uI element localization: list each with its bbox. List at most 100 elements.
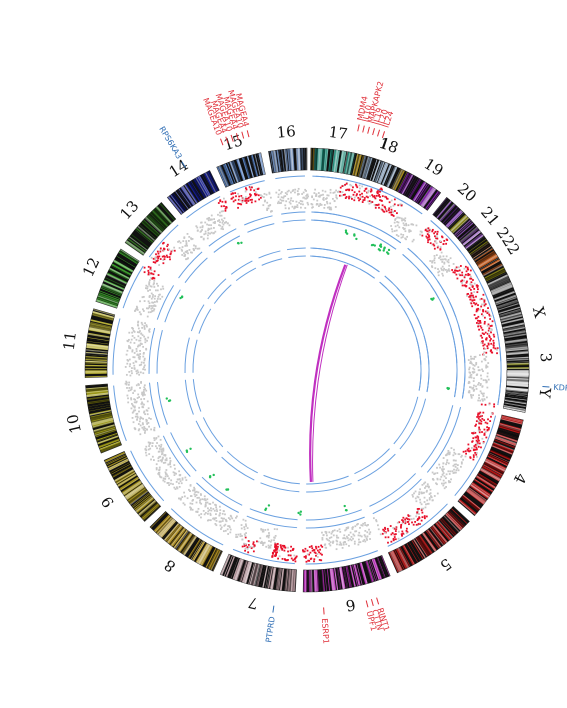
cnv-point xyxy=(455,471,457,474)
cytoband xyxy=(367,560,376,582)
cytoband xyxy=(301,148,304,171)
cnv-point xyxy=(409,514,412,517)
cytoband xyxy=(173,191,189,211)
cytoband xyxy=(130,490,149,506)
cytoband xyxy=(330,568,336,591)
cytoband xyxy=(184,184,198,204)
cnv-point xyxy=(479,390,482,393)
cnv-point xyxy=(302,203,304,206)
cytoband xyxy=(436,200,452,219)
cnv-point xyxy=(365,187,368,190)
cytoband xyxy=(246,562,255,585)
cnv-point xyxy=(244,549,246,552)
track-axis xyxy=(258,250,281,259)
cytoband xyxy=(170,194,185,213)
cytoband xyxy=(433,197,449,216)
cnv-point xyxy=(429,260,432,262)
cnv-point xyxy=(262,528,264,531)
cytoband xyxy=(506,382,529,385)
cytoband xyxy=(137,498,155,514)
cnv-point xyxy=(221,520,224,522)
cnv-point xyxy=(420,230,423,233)
cnv-point xyxy=(443,239,446,242)
cnv-point xyxy=(348,189,351,192)
cytoband xyxy=(126,487,146,501)
cytoband xyxy=(506,348,529,352)
cnv-point xyxy=(442,472,445,474)
cnv-point xyxy=(253,193,256,195)
cytoband xyxy=(97,296,119,305)
cytoband xyxy=(223,163,233,185)
cnv-point xyxy=(273,549,276,552)
chromosome-label: 7 xyxy=(247,593,260,613)
cnv-point xyxy=(478,442,481,445)
cytoband xyxy=(319,569,324,592)
cytoband xyxy=(248,563,256,585)
cnv-point xyxy=(467,274,470,277)
track-axis xyxy=(420,405,454,468)
cnv-point xyxy=(189,484,192,487)
cnv-point xyxy=(391,230,394,233)
cnv-point xyxy=(473,358,475,360)
cnv-point xyxy=(441,469,444,472)
cnv-point xyxy=(162,449,165,452)
cnv-point xyxy=(199,498,202,501)
cnv-point xyxy=(493,405,496,408)
cytoband xyxy=(312,148,315,171)
cytoband xyxy=(269,150,275,173)
cytoband xyxy=(160,202,176,220)
cytoband xyxy=(402,175,415,196)
cnv-point xyxy=(426,483,429,486)
cnv-point xyxy=(223,221,226,224)
cytoband xyxy=(234,558,243,581)
cytoband xyxy=(505,340,528,346)
cnv-point xyxy=(319,548,321,551)
cytoband xyxy=(85,352,108,357)
cytoband xyxy=(388,552,398,573)
cnv-point xyxy=(137,383,140,385)
cnv-point xyxy=(358,190,361,193)
cnv-point xyxy=(315,545,317,548)
cnv-point xyxy=(429,242,432,245)
cnv-point xyxy=(132,329,135,332)
cnv-point xyxy=(196,496,199,499)
cytoband xyxy=(277,568,282,591)
cnv-point xyxy=(472,454,475,457)
track-axis xyxy=(407,247,418,258)
cnv-point xyxy=(148,328,151,331)
cytoband xyxy=(130,233,150,249)
cnv-point xyxy=(130,398,133,401)
cnv-point xyxy=(483,432,486,435)
cytoband xyxy=(197,176,210,197)
gene-tick xyxy=(377,129,381,137)
cytoband xyxy=(391,168,403,190)
cnv-point xyxy=(274,554,277,557)
cytoband xyxy=(354,154,361,176)
cnv-point xyxy=(304,547,307,550)
cnv-point xyxy=(306,201,309,204)
cnv-point xyxy=(475,420,478,423)
cnv-point xyxy=(152,301,155,304)
cnv-point xyxy=(277,557,279,560)
cnv-point xyxy=(474,355,477,358)
cnv-point xyxy=(361,195,364,198)
cnv-point xyxy=(169,461,172,464)
cnv-point xyxy=(148,329,150,332)
cnv-point xyxy=(277,193,280,196)
cnv-point xyxy=(291,549,294,551)
cnv-point xyxy=(318,195,321,198)
cnv-point xyxy=(339,530,342,533)
cnv-point xyxy=(145,347,148,350)
cnv-point xyxy=(490,415,492,418)
cnv-point xyxy=(329,208,331,211)
cytoband xyxy=(445,210,463,227)
cytoband xyxy=(95,299,118,308)
cytoband xyxy=(505,342,528,348)
cytoband xyxy=(99,291,121,300)
cnv-point xyxy=(449,481,452,483)
cnv-point xyxy=(200,513,203,515)
cytoband xyxy=(502,322,525,329)
cytoband xyxy=(393,549,404,571)
cnv-point xyxy=(273,528,276,530)
cnv-point xyxy=(153,437,156,440)
